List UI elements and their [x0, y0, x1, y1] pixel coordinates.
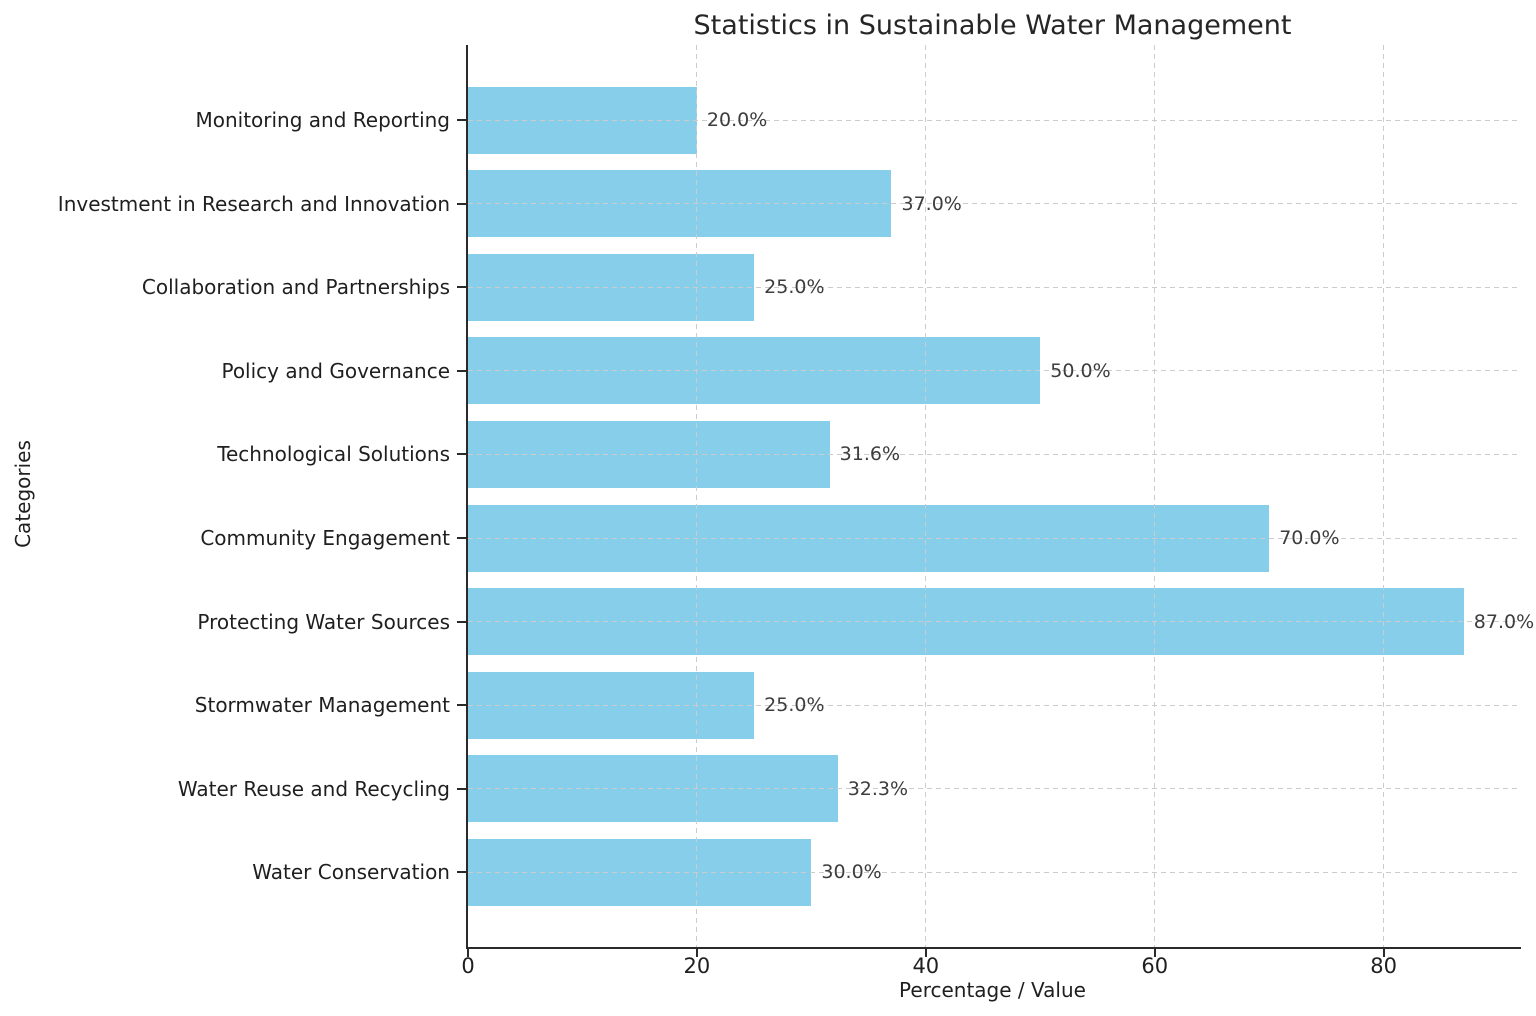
- y-gridline: [468, 370, 1521, 372]
- x-tick-label: 60: [1141, 954, 1169, 978]
- y-tick-label: Water Conservation: [252, 860, 450, 885]
- x-gridline: [1154, 45, 1156, 947]
- y-axis-label: Categories: [11, 440, 35, 548]
- x-tick-mark: [1382, 948, 1385, 957]
- x-tick-label: 40: [912, 954, 940, 978]
- y-gridline: [468, 871, 1521, 873]
- y-tick-mark: [457, 620, 466, 623]
- x-tick-mark: [1153, 948, 1156, 957]
- y-tick-label: Collaboration and Partnerships: [141, 275, 450, 300]
- x-tick-mark: [695, 948, 698, 957]
- y-gridline: [468, 203, 1521, 205]
- y-tick-label: Community Engagement: [200, 526, 450, 550]
- bar-value-label: 20.0%: [706, 109, 768, 131]
- y-tick-label: Monitoring and Reporting: [195, 108, 450, 132]
- y-gridline: [468, 119, 1521, 121]
- y-gridline: [468, 286, 1521, 288]
- bar-value-label: 25.0%: [764, 276, 825, 299]
- bar-value-label: 31.6%: [839, 443, 901, 466]
- y-gridline: [468, 788, 1521, 790]
- x-gridline: [696, 45, 698, 947]
- bar-value-label: 87.0%: [1473, 610, 1535, 633]
- x-gridline: [1383, 45, 1385, 947]
- bar-value-label: 37.0%: [901, 192, 962, 215]
- y-tick-mark: [457, 286, 466, 289]
- y-tick-mark: [457, 369, 466, 372]
- y-tick-label: Technological Solutions: [217, 442, 450, 467]
- y-tick-label: Policy and Governance: [221, 358, 450, 383]
- y-gridline: [468, 621, 1521, 623]
- y-gridline: [468, 537, 1521, 539]
- y-tick-label: Investment in Research and Innovation: [57, 191, 450, 216]
- x-gridline: [925, 45, 927, 947]
- y-tick-mark: [457, 202, 466, 205]
- x-tick-label: 0: [461, 954, 475, 978]
- bar-value-label: 32.3%: [847, 777, 909, 800]
- plot-area: 20.0% 37.0% 25.0% 50.0% 31.6% 70.0% 87.0% 25.0%…: [466, 45, 1534, 949]
- y-tick-label: Stormwater Management: [194, 693, 450, 718]
- y-gridline: [468, 453, 1521, 455]
- y-tick-mark: [457, 871, 466, 874]
- y-tick-mark: [457, 787, 466, 790]
- bar-value-label: 30.0%: [821, 861, 882, 884]
- chart-title: Statistics in Sustainable Water Manageme…: [693, 10, 1292, 41]
- y-tick-mark: [457, 704, 466, 707]
- y-tick-mark: [457, 119, 466, 121]
- y-tick-mark: [457, 537, 466, 539]
- y-gridline: [468, 704, 1521, 706]
- bar-value-label: 25.0%: [764, 694, 825, 717]
- y-tick-mark: [457, 453, 466, 456]
- x-tick-label: 80: [1370, 954, 1398, 978]
- x-tick-mark: [467, 948, 469, 957]
- y-tick-label: Water Reuse and Recycling: [177, 776, 450, 801]
- bar-value-label: 70.0%: [1279, 527, 1340, 549]
- x-tick-mark: [924, 948, 927, 957]
- y-tick-label: Protecting Water Sources: [197, 609, 450, 634]
- bar-value-label: 50.0%: [1050, 359, 1111, 382]
- x-axis-label: Percentage / Value: [899, 978, 1086, 1002]
- x-tick-label: 20: [683, 954, 711, 978]
